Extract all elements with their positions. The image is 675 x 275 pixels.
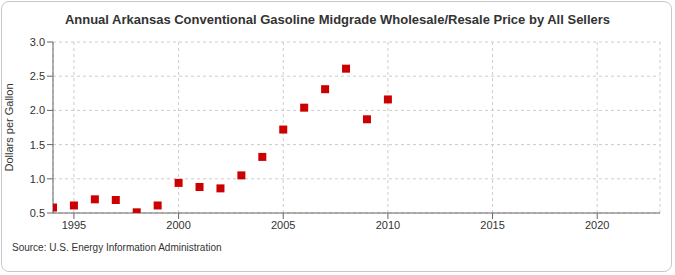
svg-text:0.5: 0.5: [30, 207, 45, 219]
svg-text:3.0: 3.0: [30, 36, 45, 48]
svg-text:2.0: 2.0: [30, 104, 45, 116]
svg-text:1.5: 1.5: [30, 139, 45, 151]
svg-text:2000: 2000: [166, 219, 190, 231]
svg-text:2005: 2005: [271, 219, 295, 231]
svg-text:2.5: 2.5: [30, 70, 45, 82]
svg-text:1995: 1995: [62, 219, 86, 231]
html-text:Annual Arkansas Conventional G: Annual Arkansas Conventional Gasoline Mi…: [64, 12, 611, 27]
svg-text:2010: 2010: [376, 219, 400, 231]
svg-text:2020: 2020: [585, 219, 609, 231]
svg-text:2015: 2015: [480, 219, 504, 231]
svg-text:1.0: 1.0: [30, 173, 45, 185]
svg-text:Dollars per Gallon: Dollars per Gallon: [8, 83, 15, 171]
html-text:Source: U.S. Energy Informatio: Source: U.S. Energy Information Administ…: [12, 242, 222, 253]
